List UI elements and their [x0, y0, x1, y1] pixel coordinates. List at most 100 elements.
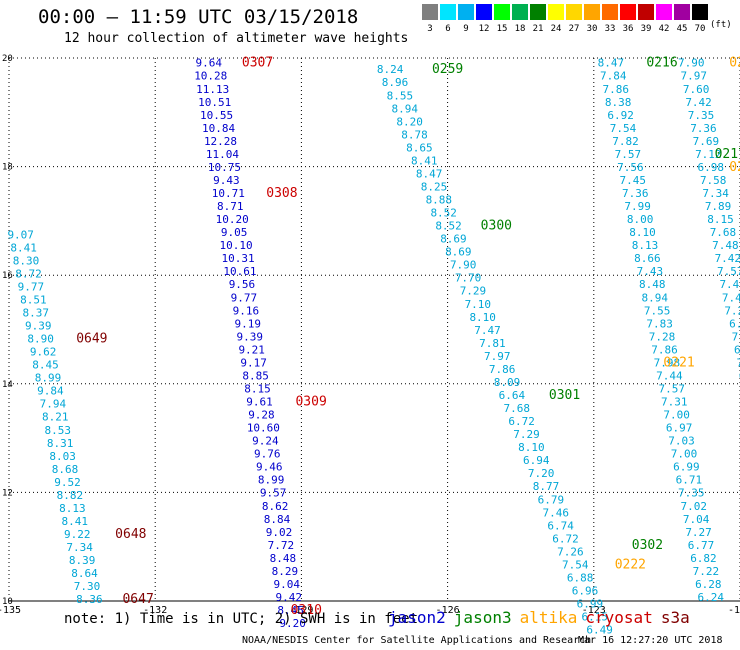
pass-time-label: 0307	[242, 56, 273, 71]
swh-value: 6.79	[538, 493, 565, 506]
scale-swatch	[548, 4, 564, 20]
swh-value: 10.60	[247, 422, 280, 435]
swh-value: 6.88	[567, 571, 594, 584]
swh-value: 8.48	[270, 552, 297, 565]
swh-value: 10.51	[198, 96, 231, 109]
swh-value: 8.85	[242, 369, 269, 382]
swh-value: 8.90	[27, 333, 54, 346]
y-tick-label: 18	[2, 163, 13, 173]
swh-value: 7.97	[680, 70, 707, 83]
swh-value: 10.71	[212, 187, 245, 200]
swh-value: 7.90	[678, 57, 705, 70]
pass-time-label: 0308	[266, 186, 297, 201]
swh-value: 7.00	[663, 409, 690, 422]
swh-value: 8.77	[533, 480, 560, 493]
swh-value: 10.84	[202, 122, 235, 135]
swh-value: 6.99	[577, 598, 604, 611]
y-tick-label: 14	[2, 380, 13, 390]
scale-swatch	[638, 4, 654, 20]
swh-value: 8.71	[217, 200, 244, 213]
swh-value: 7.22	[693, 565, 720, 578]
swh-value: 10.55	[200, 109, 233, 122]
swh-value: 6.24	[698, 591, 725, 604]
swh-value: 10.28	[194, 70, 227, 83]
x-tick-label: -129	[289, 605, 313, 616]
swh-value: 8.15	[244, 382, 271, 395]
swh-value: 6.15	[582, 611, 609, 624]
timestamp: Mar 16 12:27:20 UTC 2018	[578, 635, 723, 646]
satellite-legend-item: s3a	[660, 608, 690, 627]
swh-value: 12.28	[204, 135, 237, 148]
swh-value: 11.04	[206, 148, 239, 161]
swh-value: 10.75	[208, 161, 241, 174]
swh-value: 9.07	[7, 228, 34, 241]
swh-value: 7.56	[617, 161, 644, 174]
swh-value: 8.41	[10, 241, 37, 254]
scale-label: 24	[550, 24, 562, 34]
swh-value: 9.21	[238, 343, 265, 356]
x-tick-label: -135	[0, 605, 21, 616]
swh-value: 8.25	[421, 180, 448, 193]
swh-value: 7.29	[460, 285, 487, 298]
scale-label: 39	[640, 24, 652, 34]
scale-label: 30	[586, 24, 598, 34]
track-jason2: 9.078.418.308.729.778.518.379.398.909.62…	[7, 228, 102, 606]
swh-value: 7.41	[719, 278, 740, 291]
pass-time-label: 0221	[663, 355, 694, 370]
swh-value: 9.61	[246, 396, 273, 409]
swh-value: 9.62	[30, 346, 57, 359]
swh-value: 9.57	[260, 487, 287, 500]
pass-time-label: 0259	[432, 62, 463, 77]
swh-value: 7.45	[620, 174, 647, 187]
swh-value: 8.45	[277, 604, 304, 617]
swh-value: 7.27	[685, 526, 712, 539]
swh-value: 7.98	[654, 356, 681, 369]
swh-value: 7.99	[624, 200, 651, 213]
swh-value: 7.04	[683, 513, 710, 526]
satellite-legend-item: jason2	[388, 608, 446, 627]
swh-value: 7.29	[513, 428, 540, 441]
swh-value: 7.20	[528, 467, 555, 480]
swh-value: 8.13	[632, 239, 659, 252]
swh-value: 6.46	[739, 369, 740, 382]
swh-value: 8.13	[59, 502, 86, 515]
swh-value: 7.31	[661, 396, 688, 409]
swh-value: 7.84	[600, 70, 627, 83]
swh-value: 8.47	[598, 57, 625, 70]
swh-value: 7.35	[688, 109, 715, 122]
swh-value: 9.17	[240, 356, 267, 369]
pass-time-label: 0220	[729, 160, 740, 175]
swh-value: 9.77	[231, 291, 258, 304]
swh-value: 8.99	[35, 372, 62, 385]
swh-value: 7.86	[489, 363, 516, 376]
swh-value: 7.72	[268, 539, 295, 552]
swh-value: 7.00	[671, 448, 698, 461]
swh-value: 8.37	[23, 306, 50, 319]
scale-swatch	[422, 4, 438, 20]
swh-value: 7.42	[685, 96, 712, 109]
scale-swatch	[566, 4, 582, 20]
swh-value: 7.27	[724, 304, 740, 317]
swh-value: 9.84	[37, 385, 64, 398]
swh-value: 8.41	[411, 154, 438, 167]
scale-swatch	[656, 4, 672, 20]
swh-value: 6.74	[547, 519, 574, 532]
swh-value: 6.72	[552, 532, 579, 545]
swh-value: 8.29	[272, 565, 299, 578]
swh-value: 9.39	[25, 320, 52, 333]
swh-value: 8.88	[426, 194, 453, 207]
swh-value: 7.35	[678, 487, 705, 500]
swh-value: 9.42	[275, 591, 302, 604]
satellite-legend-item: cryosat	[585, 608, 653, 627]
swh-value: 8.82	[57, 489, 84, 502]
swh-value: 6.98	[698, 161, 725, 174]
swh-value: 7.57	[659, 382, 686, 395]
pass-time-label: 0648	[115, 527, 146, 542]
y-tick-label: 16	[2, 271, 13, 281]
swh-value: 7.36	[690, 122, 717, 135]
pass-time-label: 0216	[646, 56, 677, 71]
pass-time-label: 0647	[122, 592, 153, 607]
swh-value: 9.19	[235, 317, 262, 330]
swh-value: 7.41	[722, 291, 740, 304]
swh-value: 8.36	[76, 593, 103, 606]
